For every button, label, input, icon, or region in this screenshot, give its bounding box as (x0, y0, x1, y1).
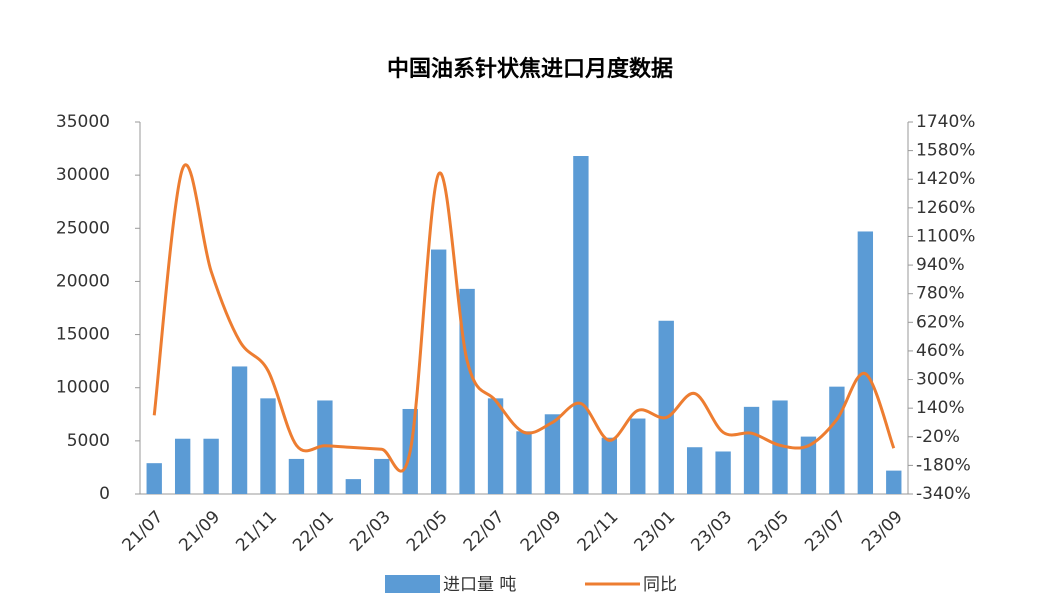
x-tick-label: 22/03 (346, 507, 395, 556)
x-tick-label: 22/07 (460, 507, 509, 556)
bar (544, 414, 561, 494)
bar (658, 320, 674, 494)
bar (857, 231, 874, 494)
legend-swatch (385, 575, 440, 593)
x-tick-label: 23/09 (858, 507, 907, 556)
y-tick-label: 5000 (67, 431, 110, 451)
bar (772, 400, 788, 494)
bar (516, 431, 532, 494)
y2-tick-label: 300% (916, 370, 965, 390)
y2-tick-label: -340% (916, 484, 971, 504)
legend-label: 进口量 吨 (443, 575, 516, 595)
x-tick-label: 21/11 (232, 507, 281, 556)
y-tick-label: 30000 (56, 165, 110, 185)
x-tick-label: 23/05 (744, 507, 793, 556)
bar (630, 418, 646, 494)
bar (886, 470, 902, 494)
y2-tick-label: 1420% (916, 169, 975, 189)
y-tick-label: 35000 (56, 112, 110, 132)
y2-tick-label: 1580% (916, 141, 975, 161)
bar (203, 438, 219, 494)
x-tick-label: 21/07 (119, 507, 168, 556)
bar (829, 386, 845, 494)
y2-tick-label: 940% (916, 255, 965, 275)
bar (288, 458, 305, 494)
bar (487, 398, 504, 494)
x-tick-label: 22/01 (289, 507, 338, 556)
bar (174, 438, 191, 494)
bar (800, 436, 817, 494)
x-tick-label: 22/11 (574, 507, 623, 556)
y2-tick-label: 1740% (916, 112, 975, 132)
y2-tick-label: 460% (916, 341, 965, 361)
y-tick-label: 15000 (56, 325, 110, 345)
bar (743, 406, 760, 494)
y2-tick-label: 780% (916, 284, 965, 304)
line (152, 163, 896, 473)
x-tick-label: 23/01 (631, 507, 680, 556)
bar (260, 398, 276, 494)
x-tick-label: 21/09 (175, 507, 224, 556)
bar (317, 400, 333, 494)
x-tick-label: 23/07 (801, 507, 850, 556)
x-tick-label: 22/05 (403, 507, 452, 556)
y2-tick-label: 1260% (916, 198, 975, 218)
y-tick-label: 10000 (56, 378, 110, 398)
y2-tick-label: 140% (916, 398, 965, 418)
y2-tick-label: -180% (916, 455, 971, 475)
chart-title: 中国油系针状焦进口月度数据 (387, 56, 673, 82)
x-tick-label: 22/09 (517, 507, 566, 556)
y2-tick-label: -20% (916, 427, 960, 447)
bar (345, 479, 362, 494)
legend-label: 同比 (643, 575, 677, 595)
y-tick-label: 25000 (56, 218, 110, 238)
y-tick-label: 0 (99, 484, 110, 504)
bar (374, 458, 390, 494)
x-tick-label: 23/03 (687, 507, 736, 556)
bar (573, 156, 589, 495)
y-tick-label: 20000 (56, 271, 110, 291)
y2-tick-label: 620% (916, 312, 965, 332)
bar (430, 249, 447, 494)
bar (715, 451, 731, 494)
bar (146, 463, 162, 494)
bar (686, 447, 703, 494)
y2-tick-label: 1100% (916, 226, 975, 246)
bar (601, 437, 618, 494)
bar (231, 366, 248, 494)
